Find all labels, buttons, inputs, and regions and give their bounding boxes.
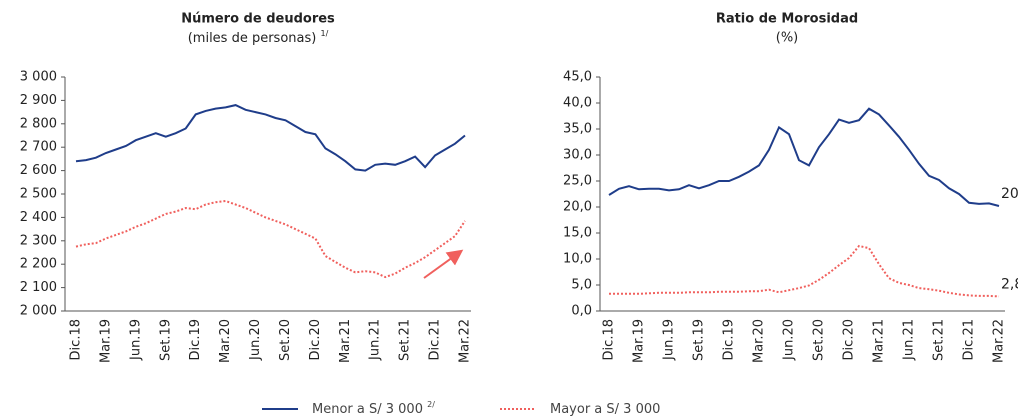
value-label: 2,8: [1001, 276, 1018, 292]
x-tick-label: Mar.19: [98, 319, 113, 363]
legend-entry: Menor a S/ 3 000 2/: [312, 400, 435, 417]
chart-title: Ratio de Morosidad: [716, 12, 858, 27]
y-tick-label: 25,0: [563, 174, 592, 189]
x-tick-label: Dic.21: [428, 319, 443, 360]
y-tick-label: 15,0: [563, 226, 592, 241]
x-tick-label: Dic.18: [69, 319, 84, 360]
x-tick-label: Dic.20: [308, 319, 323, 360]
y-tick-label: 2 200: [20, 257, 57, 272]
chart-subtitle: (miles de personas) 1/: [188, 29, 329, 46]
data-line: [75, 199, 466, 279]
x-tick-label: Mar.20: [218, 319, 233, 363]
y-tick-label: 2 100: [20, 280, 57, 295]
footnote-mark: 2/: [427, 400, 435, 409]
x-tick-label: Dic.21: [962, 319, 977, 360]
y-tick-label: 2 000: [20, 304, 57, 319]
y-tick-label: 5,0: [571, 278, 592, 293]
y-tick-label: 2 600: [20, 163, 57, 178]
trend-arrow: [423, 249, 464, 279]
y-tick-label: 2 700: [20, 140, 57, 155]
y-tick-label: 2 900: [20, 93, 57, 108]
x-tick-label: Set.20: [812, 319, 827, 361]
x-tick-label: Mar.19: [632, 319, 647, 363]
data-line: [609, 244, 1000, 298]
y-tick-label: 2 800: [20, 116, 57, 131]
y-tick-label: 45,0: [563, 70, 592, 85]
legend-label: Menor a S/ 3 000: [312, 402, 423, 417]
x-tick-label: Set.21: [932, 319, 947, 361]
x-tick-label: Dic.18: [602, 319, 617, 360]
data-line: [608, 107, 1000, 207]
x-tick-label: Jun.20: [782, 319, 797, 361]
y-tick-label: 2 500: [20, 187, 57, 202]
x-tick-label: Jun.19: [128, 319, 143, 361]
chart-title: Número de deudores: [181, 12, 335, 27]
x-tick-label: Set.21: [398, 319, 413, 361]
x-tick-label: Jun.21: [902, 319, 917, 361]
y-tick-label: 35,0: [563, 122, 592, 137]
x-tick-label: Mar.22: [458, 319, 473, 363]
x-tick-label: Set.19: [158, 319, 173, 361]
x-tick-label: Dic.19: [188, 319, 203, 360]
y-tick-label: 10,0: [563, 252, 592, 267]
y-tick-label: 40,0: [563, 96, 592, 111]
legend-label: Mayor a S/ 3 000: [550, 402, 660, 417]
footnote-mark: 1/: [320, 29, 328, 38]
y-tick-label: 2 400: [20, 210, 57, 225]
x-tick-label: Mar.21: [872, 319, 887, 363]
x-tick-label: Dic.19: [722, 319, 737, 360]
x-tick-label: Dic.20: [842, 319, 857, 360]
x-tick-label: Jun.21: [368, 319, 383, 361]
y-tick-label: 0,0: [571, 304, 592, 319]
legend-entry: Mayor a S/ 3 000: [550, 402, 660, 417]
x-tick-label: Mar.21: [338, 319, 353, 363]
y-tick-label: 2 300: [20, 233, 57, 248]
x-tick-label: Mar.22: [992, 319, 1007, 363]
chart-subtitle: (%): [776, 31, 799, 46]
y-tick-label: 3 000: [20, 70, 57, 85]
subtitle-text: (miles de personas): [188, 31, 317, 46]
y-tick-label: 20,0: [563, 200, 592, 215]
value-label: 20,2: [1001, 186, 1018, 202]
x-tick-label: Mar.20: [752, 319, 767, 363]
x-tick-label: Set.19: [692, 319, 707, 361]
data-line: [75, 104, 466, 172]
y-tick-label: 30,0: [563, 148, 592, 163]
x-tick-label: Set.20: [278, 319, 293, 361]
x-tick-label: Jun.20: [248, 319, 263, 361]
x-tick-label: Jun.19: [662, 319, 677, 361]
